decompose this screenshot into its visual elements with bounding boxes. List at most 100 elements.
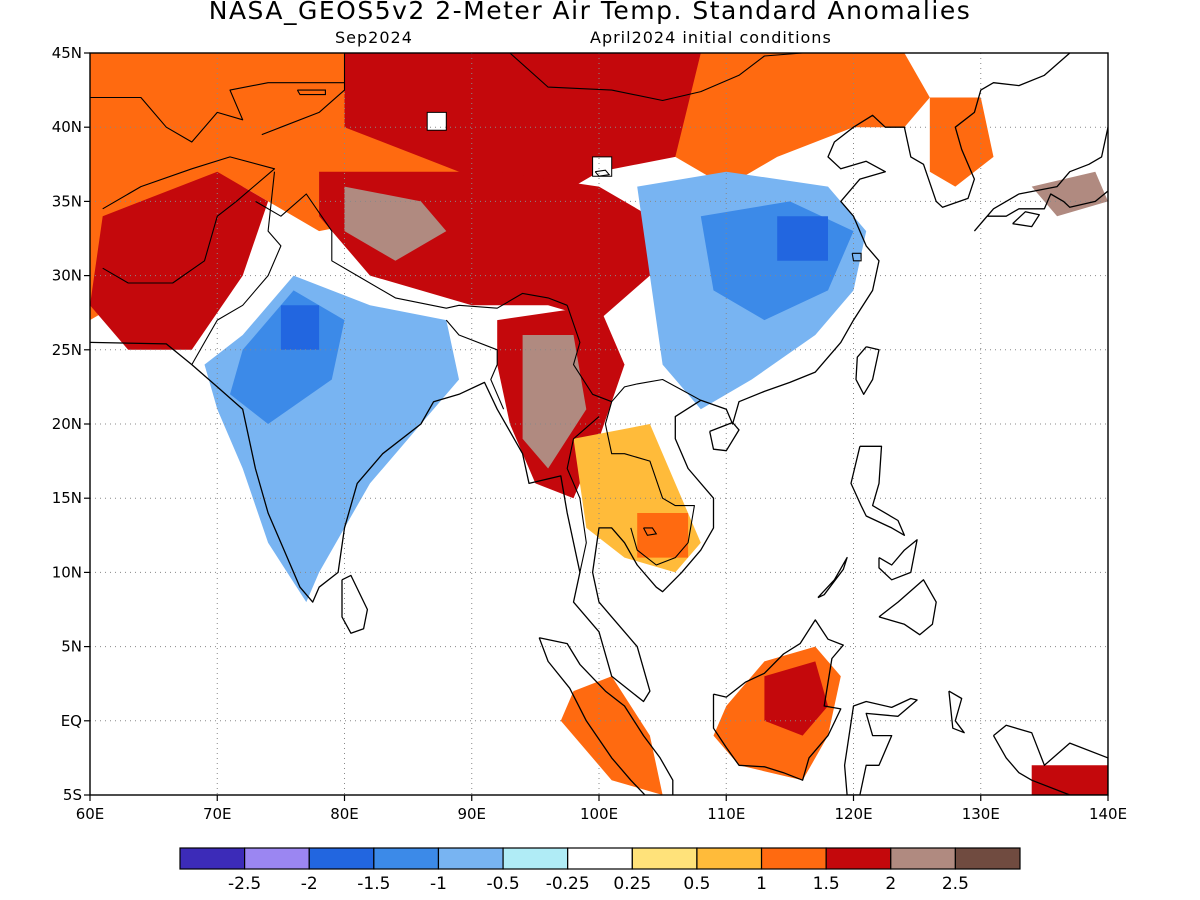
colorbar: -2.5 -2 -1.5 -1 -0.5 -0.25 0.25 0.5 1 1.5 2 2.5 <box>179 847 1021 894</box>
initial-conditions: April2024 initial conditions <box>590 28 832 47</box>
anomaly-region-pakistan-warm <box>90 171 269 350</box>
missing-cell-1 <box>426 111 447 131</box>
lat-label: 5N <box>61 638 82 656</box>
colorbar-label: -0.25 <box>546 874 590 894</box>
border-bangladesh-border <box>445 319 505 410</box>
coastline-shikoku <box>1012 211 1040 228</box>
colorbar-label: -0.5 <box>486 874 519 894</box>
anomaly-region-india-cold-core <box>280 305 320 350</box>
colorbar-swatch <box>373 847 440 870</box>
coastline-halmahera <box>948 690 965 734</box>
lat-label: 40N <box>52 118 82 136</box>
lon-label: 80E <box>330 805 359 823</box>
coastline-luzon <box>850 445 906 536</box>
lake-qinghai-lake <box>594 169 611 177</box>
lake-issyk-kul <box>296 89 326 96</box>
coastline-taiwan <box>855 346 880 395</box>
colorbar-label: 1 <box>756 874 767 894</box>
lat-label: 35N <box>52 192 82 210</box>
lat-label: 25N <box>52 341 82 359</box>
map-title: NASA_GEOS5v2 2-Meter Air Temp. Standard … <box>208 0 972 25</box>
lake-taihu <box>851 252 862 262</box>
coastline-iran-india-coast <box>90 53 1071 703</box>
colorbar-label: -2 <box>301 874 318 894</box>
lat-label: EQ <box>61 712 82 730</box>
colorbar-swatch <box>696 847 763 870</box>
lon-label: 130E <box>962 805 1000 823</box>
colorbar-label: 1.5 <box>813 874 840 894</box>
colorbar-label: 2.5 <box>942 874 969 894</box>
colorbar-swatch <box>437 847 504 870</box>
border-indochina-borders <box>604 401 695 566</box>
lat-label: 15N <box>52 489 82 507</box>
lon-label: 100E <box>580 805 618 823</box>
colorbar-swatch <box>567 847 633 870</box>
coastline-new-guinea <box>992 724 1108 795</box>
coastline-sulawesi <box>843 697 918 795</box>
coastline-mindanao <box>878 579 937 636</box>
colorbar-label: -2.5 <box>228 874 261 894</box>
anomaly-region-mongolia-north-china-warm <box>344 53 752 202</box>
colorbar-label: 2 <box>885 874 896 894</box>
coastline-visayas <box>878 539 918 581</box>
lat-label: 10N <box>52 563 82 581</box>
colorbar-swatch <box>890 847 956 870</box>
lon-label: 140E <box>1089 805 1127 823</box>
lat-label: 5S <box>63 786 82 804</box>
grid-layer <box>90 53 1108 795</box>
colorbar-swatch <box>760 847 827 870</box>
anomaly-region-japan-anomaly <box>1031 171 1108 217</box>
anomaly-region-korea-japan-warm <box>929 97 994 187</box>
coastline-sri-lanka <box>341 574 369 634</box>
border-pakistan-india-border <box>191 171 282 365</box>
border-myanmar-china-border <box>566 305 702 403</box>
missing-cell-2 <box>592 156 613 177</box>
coastline-sumatra <box>538 637 674 795</box>
colorbar-label: -1.5 <box>357 874 390 894</box>
colorbar-label: 0.25 <box>613 874 651 894</box>
lat-label: 30N <box>52 267 82 285</box>
anomaly-fill-layer <box>90 53 1108 795</box>
coastline-borneo <box>712 619 844 781</box>
anomaly-region-northeast-china-warm <box>675 53 930 187</box>
border-thai-myanmar-border <box>566 416 600 573</box>
lon-label: 120E <box>834 805 872 823</box>
colorbar-swatch <box>631 847 698 870</box>
lat-label: 45N <box>52 44 82 62</box>
anomaly-region-myanmar-hot <box>522 335 587 469</box>
colorbar-label: -1 <box>430 874 447 894</box>
lake-tonle-sap <box>643 527 658 536</box>
coastline-hokkaido <box>1107 96 1108 99</box>
coastline-palawan <box>817 556 848 599</box>
anomaly-region-southeast-china-cold-core <box>777 216 828 261</box>
anomaly-region-sumatra-warm <box>560 676 663 795</box>
forecast-month: Sep2024 <box>335 28 413 47</box>
lon-label: 60E <box>76 805 105 823</box>
lon-label: 70E <box>203 805 232 823</box>
border-afghan-border <box>102 156 276 284</box>
coastline-layer <box>90 26 1108 795</box>
lon-label: 110E <box>707 805 745 823</box>
colorbar-label: 0.5 <box>683 874 710 894</box>
colorbar-swatch <box>308 847 375 870</box>
anomaly-region-tibet-hot-patch <box>344 186 447 261</box>
coastline-kyushu-honshu <box>973 125 1108 232</box>
anomaly-region-indochina-warm <box>637 513 689 558</box>
coastline-hainan <box>709 421 740 452</box>
lake-balkhash <box>268 26 332 38</box>
colorbar-swatch <box>954 847 1021 870</box>
anomaly-region-borneo-hot <box>764 661 828 736</box>
border-kazakh-china-border <box>261 53 346 136</box>
border-china-mongolia-border <box>508 53 803 102</box>
lat-label: 20N <box>52 415 82 433</box>
colorbar-swatch <box>179 847 246 870</box>
colorbar-swatch <box>244 847 310 870</box>
border-himalaya-border <box>255 193 568 309</box>
border-central-asia-borders <box>90 82 345 143</box>
lon-label: 90E <box>457 805 486 823</box>
colorbar-swatch <box>825 847 892 870</box>
colorbar-swatch <box>502 847 569 870</box>
anomaly-region-new-guinea-warm <box>1031 765 1108 795</box>
